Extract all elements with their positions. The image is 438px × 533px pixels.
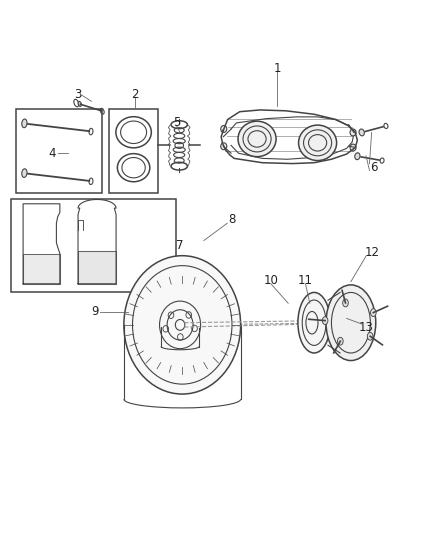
Text: 3: 3 [74, 88, 81, 101]
Text: 13: 13 [359, 320, 374, 334]
Text: 6: 6 [370, 160, 378, 174]
Polygon shape [78, 252, 116, 284]
Ellipse shape [221, 126, 227, 132]
Ellipse shape [22, 119, 27, 128]
Ellipse shape [359, 129, 364, 136]
Text: 8: 8 [228, 213, 236, 227]
Ellipse shape [350, 144, 356, 151]
Text: 7: 7 [177, 239, 184, 252]
Ellipse shape [124, 256, 240, 394]
Ellipse shape [338, 337, 343, 345]
Ellipse shape [367, 333, 373, 340]
Text: 5: 5 [173, 116, 180, 130]
Ellipse shape [238, 121, 276, 157]
Ellipse shape [350, 129, 356, 136]
Ellipse shape [371, 309, 376, 317]
Text: 4: 4 [49, 147, 56, 160]
Bar [11, 199, 176, 293]
Ellipse shape [22, 169, 27, 177]
Polygon shape [23, 254, 60, 284]
Text: 12: 12 [365, 246, 380, 259]
Ellipse shape [343, 299, 348, 307]
Ellipse shape [355, 153, 360, 160]
Text: 9: 9 [91, 305, 99, 318]
Ellipse shape [78, 101, 81, 107]
Text: 10: 10 [263, 274, 278, 287]
Text: 1: 1 [274, 62, 281, 75]
Ellipse shape [298, 293, 330, 353]
Text: 11: 11 [298, 274, 313, 287]
Text: 2: 2 [131, 88, 138, 101]
Bar [109, 109, 159, 193]
Ellipse shape [322, 317, 328, 325]
Ellipse shape [299, 125, 337, 160]
Ellipse shape [326, 285, 376, 360]
Ellipse shape [221, 143, 227, 150]
Bar [16, 109, 102, 193]
